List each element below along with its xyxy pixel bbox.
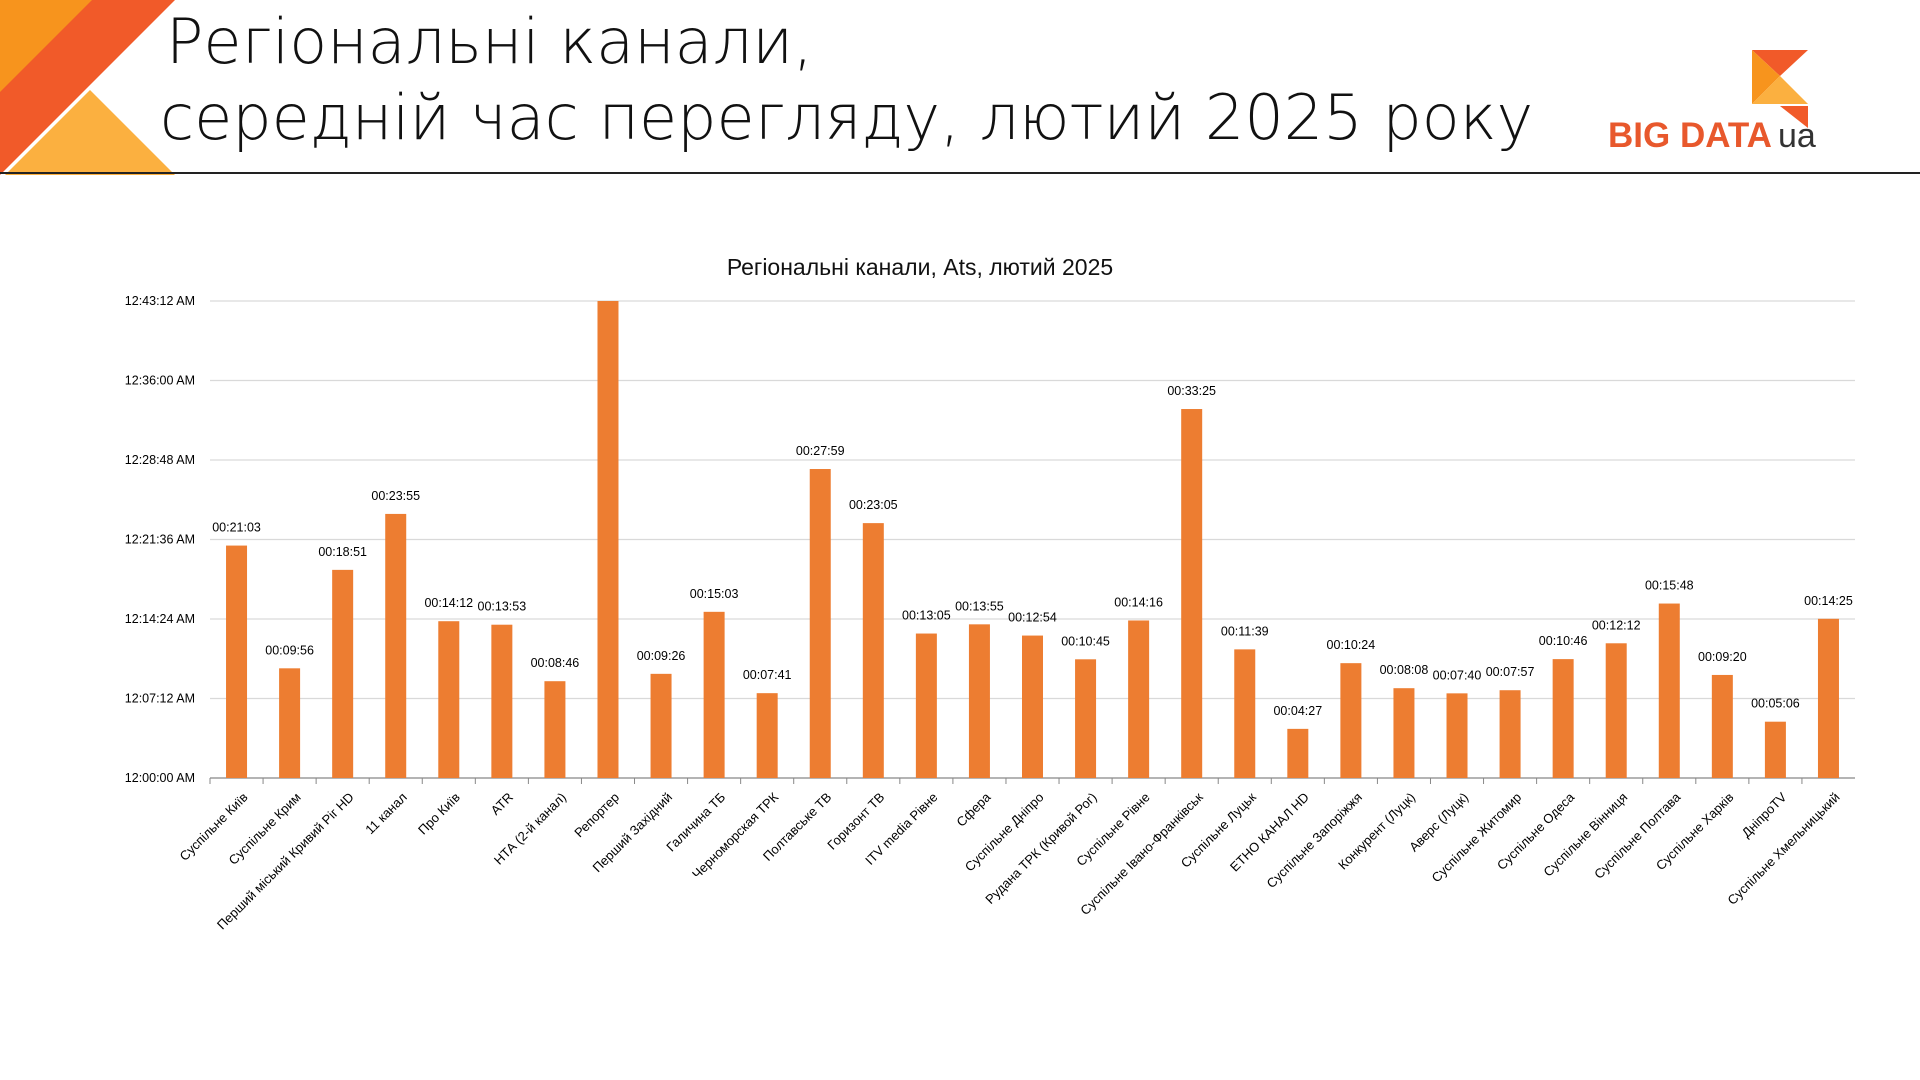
chart-title: Регіональні канали, Ats, лютий 2025 bbox=[727, 254, 1113, 280]
data-label: 00:08:46 bbox=[531, 656, 580, 670]
x-tick-label: Суспільне Житомир bbox=[1429, 790, 1525, 886]
data-label: 00:23:05 bbox=[849, 498, 898, 512]
data-label: 00:27:59 bbox=[796, 444, 845, 458]
page-title-line2: середній час перегляду, лютий 2025 року bbox=[160, 81, 1534, 154]
bar bbox=[597, 301, 619, 778]
bar bbox=[385, 513, 407, 778]
bar bbox=[226, 545, 248, 778]
bar bbox=[703, 611, 725, 778]
bar bbox=[915, 633, 937, 778]
logo-text: BIG DATA ua bbox=[1608, 116, 1816, 156]
bar bbox=[1287, 728, 1309, 778]
bar bbox=[1552, 659, 1574, 778]
data-label: 00:10:24 bbox=[1327, 638, 1376, 652]
data-label: 00:15:48 bbox=[1645, 579, 1694, 593]
logo-suffix: ua bbox=[1777, 117, 1816, 155]
x-tick-label: 11 канал bbox=[362, 790, 410, 838]
x-tick-label: Про Київ bbox=[415, 789, 463, 837]
bar bbox=[1711, 674, 1733, 778]
data-label: 00:12:12 bbox=[1592, 618, 1641, 632]
data-label: 00:04:27 bbox=[1273, 704, 1322, 718]
bar bbox=[438, 621, 460, 778]
data-label: 00:13:05 bbox=[902, 609, 951, 623]
logo-brand: BIG DATA bbox=[1608, 116, 1772, 155]
bar bbox=[1234, 649, 1256, 778]
data-label: 00:15:03 bbox=[690, 587, 739, 601]
data-label: 00:10:45 bbox=[1061, 634, 1110, 648]
bar bbox=[491, 624, 513, 778]
x-tick-label: Сфера bbox=[953, 789, 994, 830]
y-tick-label: 12:36:00 AM bbox=[125, 374, 195, 388]
big-data-logo-icon bbox=[1752, 50, 1808, 128]
x-tick-label: Репортер bbox=[571, 790, 622, 841]
data-label: 00:14:12 bbox=[424, 596, 473, 610]
data-label: 00:07:57 bbox=[1486, 665, 1535, 679]
x-tick-label: ДніпроTV bbox=[1739, 789, 1790, 840]
bar bbox=[1446, 693, 1468, 778]
bar bbox=[279, 668, 301, 778]
y-tick-label: 12:43:12 AM bbox=[125, 294, 195, 308]
data-label: 00:13:55 bbox=[955, 599, 1004, 613]
data-label: 00:33:25 bbox=[1167, 384, 1216, 398]
bar bbox=[756, 693, 778, 778]
bar bbox=[1764, 721, 1786, 778]
x-tick-label: ATR bbox=[488, 790, 516, 818]
data-label: 00:07:40 bbox=[1433, 668, 1482, 682]
bar bbox=[809, 469, 831, 778]
data-label: 00:18:51 bbox=[318, 545, 367, 559]
bar bbox=[1817, 618, 1839, 778]
data-label: 00:23:55 bbox=[371, 489, 420, 503]
y-axis: 12:00:00 AM 12:07:12 AM 12:14:24 AM 12:21:3… bbox=[125, 294, 195, 785]
y-tick-label: 12:21:36 AM bbox=[125, 533, 195, 547]
x-tick-label: Суспільне Хмельницький bbox=[1724, 790, 1842, 908]
bar bbox=[1075, 659, 1097, 778]
bar bbox=[1022, 635, 1043, 778]
bar bbox=[862, 523, 884, 778]
bar bbox=[1499, 690, 1521, 778]
data-label: 00:13:53 bbox=[478, 600, 527, 614]
bar bbox=[1181, 409, 1203, 778]
data-label: 00:05:06 bbox=[1751, 697, 1800, 711]
chart-bars: 00:21:03 00:09:56 00:18:51 00:23:55 00:14:12… bbox=[212, 301, 1853, 778]
data-label: 00:21:03 bbox=[212, 521, 261, 535]
bar bbox=[1605, 643, 1627, 778]
data-label: 00:09:20 bbox=[1698, 650, 1747, 664]
header-divider bbox=[0, 172, 1920, 174]
bar bbox=[968, 624, 990, 778]
bar bbox=[1658, 603, 1680, 778]
data-label: 00:07:41 bbox=[743, 668, 792, 682]
corner-decoration bbox=[0, 0, 175, 175]
bar bbox=[1340, 663, 1362, 778]
data-label: 00:12:54 bbox=[1008, 611, 1057, 625]
bar bbox=[650, 673, 672, 778]
x-tick-label: Суспільне Запоріжжя bbox=[1264, 790, 1365, 891]
data-label: 00:11:39 bbox=[1221, 624, 1269, 638]
data-label: 00:09:26 bbox=[637, 649, 686, 663]
y-tick-label: 12:00:00 AM bbox=[125, 771, 195, 785]
page-title: Регіональні канали, середній час перегля… bbox=[160, 4, 1580, 156]
y-tick-label: 12:07:12 AM bbox=[125, 692, 195, 706]
data-label: 00:09:56 bbox=[265, 643, 314, 657]
bar bbox=[544, 681, 566, 778]
y-tick-label: 12:28:48 AM bbox=[125, 453, 195, 467]
y-tick-label: 12:14:24 AM bbox=[125, 612, 195, 626]
data-label: 00:14:25 bbox=[1804, 594, 1853, 608]
data-label: 00:10:46 bbox=[1539, 634, 1588, 648]
bar-chart: Регіональні канали, Ats, лютий 2025 12:0… bbox=[125, 254, 1855, 932]
bar bbox=[332, 569, 354, 778]
data-label: 00:14:16 bbox=[1114, 595, 1163, 609]
bar bbox=[1128, 620, 1150, 778]
data-label: 00:08:08 bbox=[1380, 663, 1429, 677]
page-title-line1: Регіональні канали, bbox=[166, 5, 813, 78]
bar bbox=[1393, 688, 1415, 778]
